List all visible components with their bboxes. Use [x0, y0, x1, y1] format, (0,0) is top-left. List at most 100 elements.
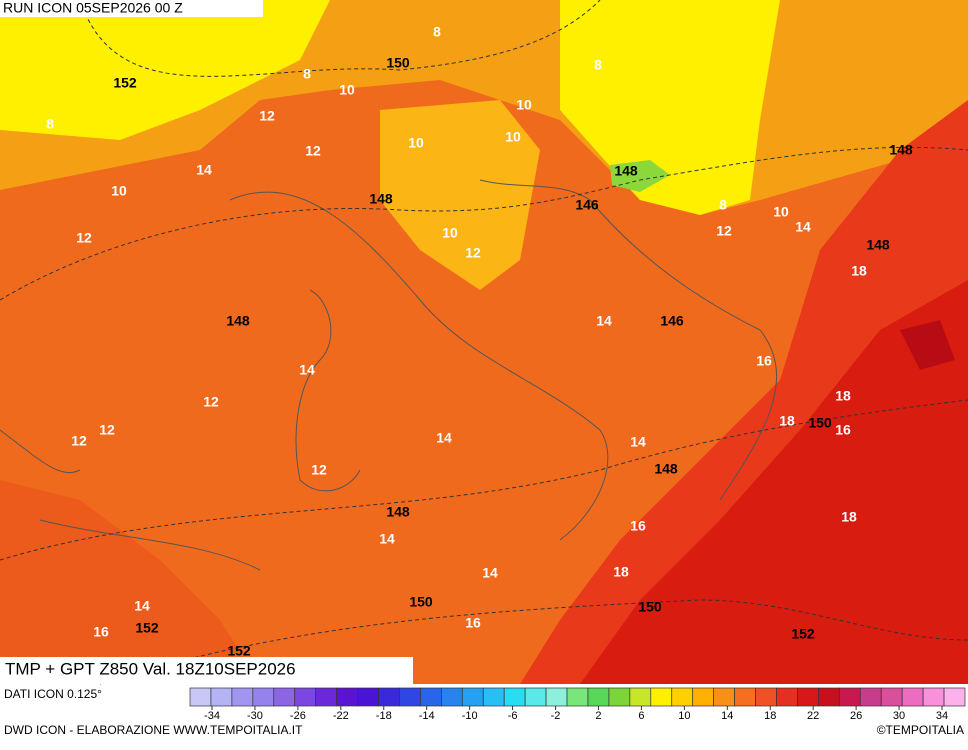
temperature-label: 14: [795, 219, 811, 235]
temperature-label: 16: [630, 518, 646, 534]
colorbar-swatch: [818, 687, 840, 707]
temp-zone: [580, 280, 968, 684]
colorbar-swatch: [420, 687, 442, 707]
temperature-label: 10: [408, 135, 424, 151]
temperature-label: 8: [303, 66, 311, 82]
height-label: 152: [113, 75, 137, 91]
temperature-label: 18: [613, 564, 629, 580]
temperature-label: 8: [433, 24, 441, 40]
colorbar-swatch: [629, 687, 652, 707]
data-source: DATI ICON 0.125°: [4, 687, 102, 701]
colorbar-tick-label: 6: [638, 710, 644, 722]
temperature-label: 12: [99, 422, 115, 438]
temperature-label: 10: [442, 225, 458, 241]
temperature-label: 8: [594, 57, 602, 73]
colorbar-swatch: [482, 687, 505, 707]
temperature-label: 14: [299, 362, 315, 378]
temperature-label: 14: [436, 430, 452, 446]
temperature-label: 14: [482, 565, 498, 581]
height-label: 148: [369, 191, 393, 207]
temperature-label: 10: [516, 97, 532, 113]
credit: DWD ICON - ELABORAZIONE WWW.TEMPOITALIA.…: [4, 723, 303, 737]
colorbar-swatch: [713, 687, 735, 707]
colorbar-swatch: [943, 687, 966, 707]
temperature-label: 14: [630, 434, 646, 450]
colorbar-tick-label: 2: [595, 710, 601, 722]
colorbar-tick-label: 18: [764, 710, 776, 722]
colorbar-swatch: [755, 687, 777, 707]
temperature-label: 16: [756, 353, 772, 369]
run-box: [0, 0, 263, 17]
height-label: 146: [660, 313, 684, 329]
temperature-label: 18: [779, 413, 795, 429]
temp-zone: [900, 320, 955, 370]
colorbar-swatch: [838, 687, 861, 707]
colorbar-swatch: [461, 687, 484, 707]
height-label: 150: [409, 594, 433, 610]
temperature-label: 14: [196, 162, 212, 178]
copyright: ©TEMPOITALIA: [877, 723, 964, 737]
temperature-label: 8: [46, 116, 54, 132]
colorbar-swatch: [650, 687, 673, 707]
title-box: [0, 657, 413, 684]
temperature-label: 14: [596, 313, 612, 329]
height-label: 148: [889, 142, 913, 158]
temperature-label: 12: [716, 223, 732, 239]
coastlines: [0, 179, 777, 571]
temp-zone: [380, 100, 540, 290]
colorbar-swatch: [441, 687, 463, 707]
temperature-label: 18: [835, 388, 851, 404]
temperature-label: 18: [851, 263, 867, 279]
height-label: 152: [227, 643, 251, 659]
colorbar-swatch: [901, 687, 924, 707]
colorbar-swatch: [378, 687, 400, 707]
colorbar-tick-label: -14: [419, 710, 435, 722]
colorbar-swatch: [880, 687, 903, 707]
colorbar-swatch: [231, 687, 254, 707]
temp-zone: [0, 480, 260, 684]
colorbar-swatch: [922, 687, 945, 707]
colorbar-swatch: [336, 687, 358, 707]
height-label: 152: [135, 620, 159, 636]
colorbar-swatch: [797, 687, 819, 707]
colorbar-swatch: [671, 687, 694, 707]
colorbar-tick-label: -34: [204, 710, 220, 722]
colorbar-swatch: [315, 687, 337, 707]
temperature-label: 10: [505, 129, 521, 145]
colorbar-swatch: [294, 687, 317, 707]
colorbar-swatch: [545, 687, 568, 707]
colorbar-tick-label: -18: [376, 710, 392, 722]
height-label: 150: [386, 55, 410, 71]
temperature-label: 10: [339, 82, 355, 98]
height-label: 150: [808, 415, 832, 431]
height-label: 148: [226, 313, 250, 329]
temperature-label: 12: [71, 433, 87, 449]
colorbar-tick-label: -6: [508, 710, 518, 722]
colorbar-tick-label: 34: [936, 710, 948, 722]
temp-zone: [0, 0, 330, 140]
temperature-label: 12: [259, 108, 275, 124]
height-label: 150: [638, 599, 662, 615]
temperature-label: 16: [93, 624, 109, 640]
colorbar-swatch: [252, 687, 275, 707]
height-label: 148: [614, 163, 638, 179]
colorbar-swatch: [608, 687, 631, 707]
colorbar-swatch: [357, 687, 379, 707]
colorbar-swatch: [210, 687, 233, 707]
colorbar-swatch: [524, 687, 547, 707]
temperature-label: 12: [465, 245, 481, 261]
colorbar-tick-label: 10: [678, 710, 690, 722]
colorbar-tick-label: 26: [850, 710, 862, 722]
height-label: 146: [575, 197, 599, 213]
colorbar-swatch: [776, 687, 798, 707]
height-label: 148: [866, 237, 890, 253]
colorbar-tick-label: -22: [333, 710, 349, 722]
height-contours: [0, 0, 968, 685]
temperature-label: 12: [203, 394, 219, 410]
temperature-label: 12: [311, 462, 327, 478]
temperature-label: 14: [134, 598, 150, 614]
temperature-label: 14: [379, 531, 395, 547]
colorbar-swatch: [587, 687, 610, 707]
map-title: TMP + GPT Z850 Val. 18Z10SEP2026: [5, 659, 296, 678]
height-label: 152: [791, 626, 815, 642]
